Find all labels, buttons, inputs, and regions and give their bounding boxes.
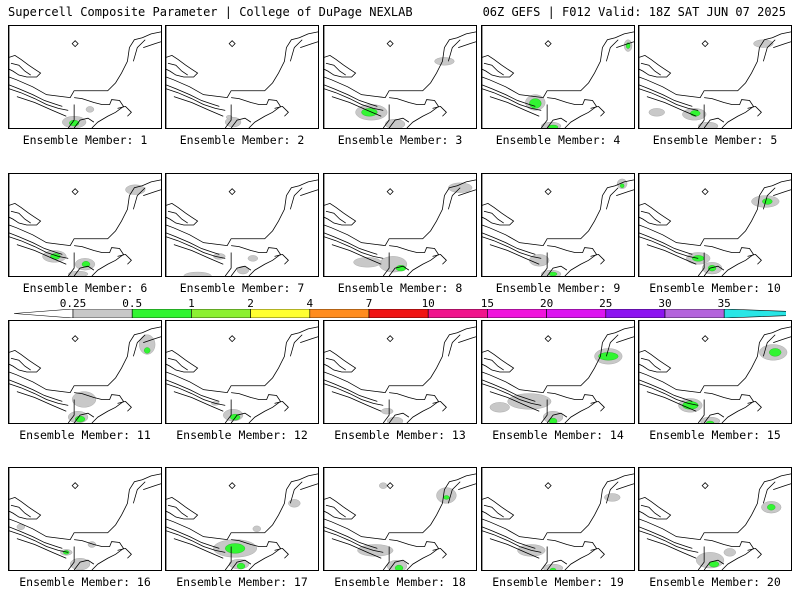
ensemble-member-label: Ensemble Member: 15 (649, 428, 781, 442)
colorbar-segment (191, 309, 251, 318)
colorbar-tick-label: 2 (247, 297, 254, 310)
colorbar-min-arrow (14, 309, 74, 318)
colorbar-segment (427, 309, 488, 318)
colorbar-segment (487, 309, 547, 318)
ensemble-member-map (638, 173, 792, 277)
ensemble-member-map (8, 467, 162, 571)
ensemble-member-label: Ensemble Member: 7 (179, 281, 305, 295)
map-title: Supercell Composite Parameter | College … (8, 5, 413, 19)
ensemble-member-map (8, 173, 162, 277)
ensemble-member-label: Ensemble Member: 17 (176, 575, 308, 589)
ensemble-member-map (8, 25, 162, 129)
ensemble-member-label: Ensemble Member: 11 (19, 428, 151, 442)
ensemble-member-map (323, 173, 477, 277)
colorbar-segment (72, 309, 133, 318)
ensemble-member-label: Ensemble Member: 1 (22, 133, 148, 147)
ensemble-member-map (481, 320, 635, 424)
ensemble-member-map (481, 25, 635, 129)
ensemble-member-map (323, 320, 477, 424)
colorbar-tick-label: 10 (421, 297, 435, 310)
colorbar-segment (309, 309, 370, 318)
colorbar-segment (605, 309, 666, 318)
ensemble-member-label: Ensemble Member: 10 (649, 281, 781, 295)
ensemble-member-map (323, 467, 477, 571)
colorbar (14, 309, 786, 318)
colorbar-tick-label: 0.25 (59, 297, 87, 310)
ensemble-member-map (8, 320, 162, 424)
ensemble-member-map (481, 467, 635, 571)
colorbar-tick-label: 25 (599, 297, 613, 310)
run-valid-time: 06Z GEFS | F012 Valid: 18Z SAT JUN 07 20… (482, 5, 786, 19)
ensemble-member-label: Ensemble Member: 18 (334, 575, 466, 589)
ensemble-member-label: Ensemble Member: 13 (334, 428, 466, 442)
ensemble-member-map (323, 25, 477, 129)
colorbar-tick-label: 4 (306, 297, 314, 310)
ensemble-member-label: Ensemble Member: 12 (176, 428, 308, 442)
colorbar-segment (131, 309, 192, 318)
ensemble-member-map (165, 467, 319, 571)
ensemble-member-label: Ensemble Member: 19 (492, 575, 624, 589)
colorbar-tick-label: 30 (658, 297, 672, 310)
ensemble-member-label: Ensemble Member: 20 (649, 575, 781, 589)
ensemble-member-map (638, 25, 792, 129)
ensemble-member-label: Ensemble Member: 6 (22, 281, 148, 295)
colorbar-tick-label: 20 (539, 297, 554, 310)
ensemble-member-label: Ensemble Member: 16 (19, 575, 151, 589)
colorbar-segment (250, 309, 311, 318)
colorbar-segment (546, 309, 607, 318)
ensemble-member-label: Ensemble Member: 5 (652, 133, 778, 147)
ensemble-member-label: Ensemble Member: 14 (492, 428, 624, 442)
ensemble-member-label: Ensemble Member: 2 (179, 133, 305, 147)
colorbar-tick-label: 1 (188, 297, 195, 310)
ensemble-member-map (638, 467, 792, 571)
colorbar-max-arrow (723, 309, 786, 318)
ensemble-member-label: Ensemble Member: 9 (495, 281, 621, 295)
ensemble-member-label: Ensemble Member: 8 (337, 281, 463, 295)
colorbar-segment (664, 309, 725, 318)
ensemble-member-label: Ensemble Member: 4 (495, 133, 621, 147)
colorbar-tick-label: 35 (717, 297, 731, 310)
ensemble-member-map (638, 320, 792, 424)
ensemble-member-map (481, 173, 635, 277)
ensemble-member-label: Ensemble Member: 3 (337, 133, 463, 147)
colorbar-tick-label: 0.5 (122, 297, 143, 310)
ensemble-member-map (165, 320, 319, 424)
colorbar-segment (368, 309, 429, 318)
colorbar-tick-label: 7 (365, 297, 373, 310)
colorbar-tick-label: 15 (480, 297, 495, 310)
ensemble-member-map (165, 25, 319, 129)
ensemble-member-map (165, 173, 319, 277)
